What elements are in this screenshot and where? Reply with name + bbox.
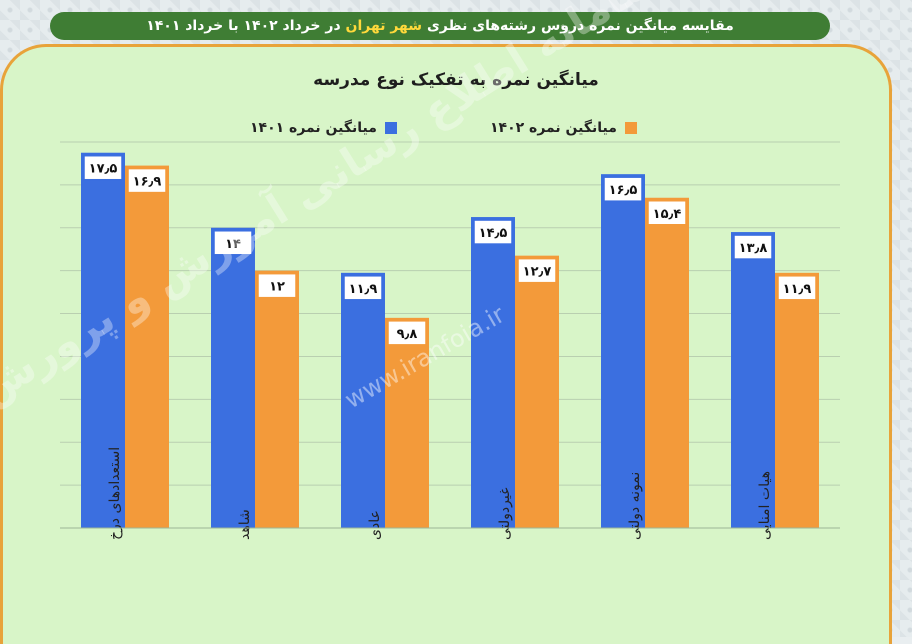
bar-1401	[341, 272, 385, 528]
data-label: ۱۱٫۹	[349, 282, 378, 297]
legend-swatch-1402	[624, 122, 637, 134]
data-label-box	[777, 275, 817, 301]
bar-1401	[601, 174, 645, 528]
data-label: ۱۳٫۸	[739, 241, 768, 256]
data-label-box	[647, 200, 687, 226]
data-label: ۱۲٫۷	[523, 265, 552, 280]
data-label-box	[733, 234, 773, 260]
data-label: ۱۶٫۹	[133, 175, 162, 190]
bar-1402	[645, 197, 689, 528]
bar-1401	[471, 217, 515, 529]
data-label-box	[213, 230, 253, 256]
bar-1401	[81, 152, 125, 528]
bar-1402	[775, 272, 819, 528]
bar-1401	[211, 227, 255, 528]
data-label: ۹٫۸	[397, 327, 418, 342]
page-title-highlight: شهر تهران	[345, 18, 423, 34]
bar-1402	[255, 270, 299, 528]
data-label-box	[127, 167, 167, 194]
data-label: ۱۱٫۹	[783, 282, 812, 297]
chart-title: میانگین نمره به تفکیک نوع مدرسه	[313, 70, 599, 90]
data-label-box	[257, 272, 297, 299]
legend-item-1401: میانگین نمره ۱۴۰۱	[250, 118, 397, 138]
legend-label-1401: میانگین نمره ۱۴۰۱	[250, 120, 377, 136]
data-label: ۱۷٫۵	[89, 162, 118, 177]
data-label: ۱۲	[269, 280, 285, 295]
category-tick-label: نمونه دولتی	[627, 472, 643, 540]
category-tick-label: غیردولتی	[497, 488, 513, 540]
bar-1402	[385, 317, 429, 528]
data-label-box	[603, 176, 643, 202]
data-label-box	[517, 257, 557, 284]
page-title-after: در خرداد ۱۴۰۲ با خرداد ۱۴۰۱	[146, 18, 346, 34]
data-label: ۱۴	[225, 237, 241, 252]
bar-1402	[125, 165, 169, 529]
legend-swatch-1401	[384, 122, 397, 134]
page-title-before: مقایسه میانگین نمره دروس رشته‌های نظری	[422, 18, 734, 34]
data-label-box	[83, 154, 123, 181]
data-label: ۱۵٫۴	[653, 207, 682, 222]
page-title-banner: مقایسه میانگین نمره دروس رشته‌های نظری ش…	[50, 12, 830, 40]
bar-1401	[731, 232, 775, 529]
category-tick-label: هیات امنایی	[757, 471, 773, 540]
data-label: ۱۶٫۵	[609, 183, 638, 198]
legend-label-1402: میانگین نمره ۱۴۰۲	[490, 120, 617, 136]
category-tick-label: استعدادهای درخ	[107, 447, 123, 540]
legend-item-1402: میانگین نمره ۱۴۰۲	[490, 118, 637, 138]
category-tick-label: عادی	[367, 510, 383, 540]
bar-1402	[515, 255, 559, 528]
data-label-box	[387, 320, 427, 346]
category-tick-label: شاهد	[237, 509, 253, 540]
data-label-box	[343, 275, 383, 301]
data-label: ۱۴٫۵	[479, 226, 508, 241]
data-label-box	[473, 219, 513, 245]
